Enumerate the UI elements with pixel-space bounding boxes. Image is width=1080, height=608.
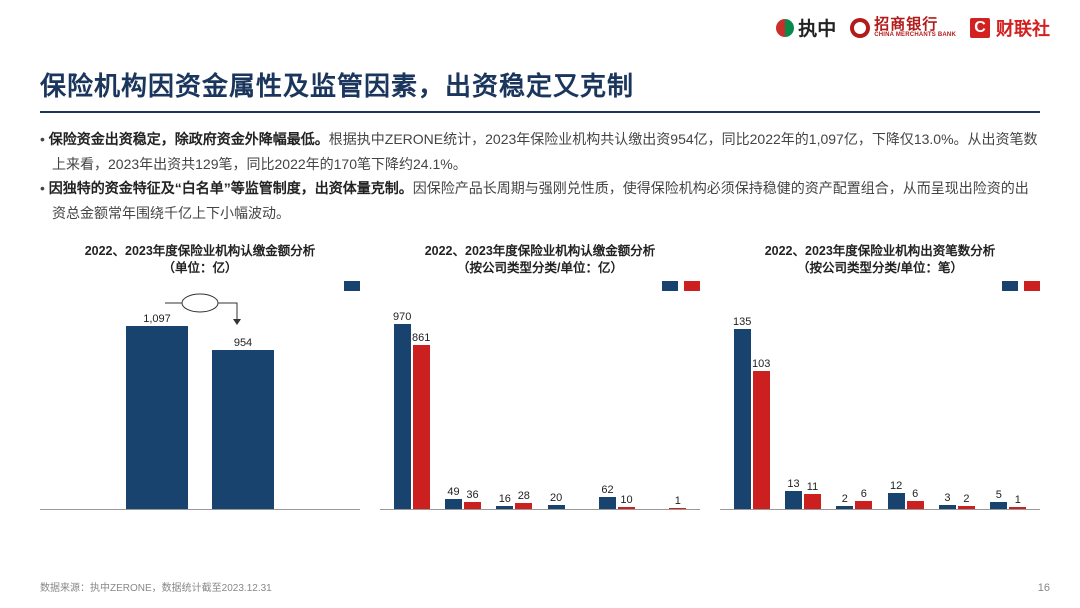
bar: 28: [515, 503, 532, 508]
bar: 970: [394, 324, 411, 509]
chart-1-plot: 1,097 954: [40, 295, 360, 510]
bar: 1: [669, 508, 686, 509]
bar-label: 861: [412, 332, 430, 345]
bullet-2: • 因独特的资金特征及“白名单”等监管制度，出资体量克制。因保险产品长周期与强刚…: [40, 176, 1040, 225]
bar-group: 51: [983, 502, 1034, 509]
cls-c-icon: C: [970, 18, 990, 38]
bar-group: 135103: [726, 329, 777, 509]
bar-group: 1: [643, 508, 694, 509]
title-rule: [40, 111, 1040, 113]
bar: 103: [753, 371, 770, 508]
cmb-en: CHINA MERCHANTS BANK: [874, 32, 956, 38]
bar: 1,097: [126, 326, 188, 509]
zhizhong-text: 执中: [798, 14, 836, 41]
logo-bar: 执中 招商银行 CHINA MERCHANTS BANK C 财联社: [776, 14, 1050, 41]
page-number: 16: [1038, 582, 1050, 594]
bar: 20: [548, 505, 565, 509]
bar-label: 6: [861, 488, 867, 501]
charts-row: 2022、2023年度保险业机构认缴金额分析 （单位：亿） 1,097 954 2…: [40, 243, 1040, 510]
bar-label: 970: [393, 311, 411, 324]
legend-swatch-b: [1024, 281, 1040, 291]
bar: 3: [939, 505, 956, 509]
bar: 36: [464, 502, 481, 509]
bar-group: 1311: [777, 491, 828, 508]
bar-label: 2: [963, 493, 969, 506]
chart-2-plot: 970861493616282062101: [380, 295, 700, 510]
bar-label: 954: [234, 337, 252, 350]
bar: 11: [804, 494, 821, 509]
bar: 16: [496, 506, 513, 509]
bar-label: 20: [550, 492, 562, 505]
bar-label: 28: [518, 490, 530, 503]
bar-group: 32: [931, 505, 982, 509]
bar: 5: [990, 502, 1007, 509]
bar-group: 126: [880, 493, 931, 509]
legend-swatch-a: [662, 281, 678, 291]
bar-label: 16: [499, 493, 511, 506]
bar: 135: [734, 329, 751, 509]
bar: 12: [888, 493, 905, 509]
chart-2-title: 2022、2023年度保险业机构认缴金额分析 （按公司类型分类/单位：亿）: [380, 243, 700, 277]
chart-3: 2022、2023年度保险业机构出资笔数分析 （按公司类型分类/单位：笔） 13…: [720, 243, 1040, 510]
bar-group: 6210: [591, 497, 642, 509]
legend-swatch-a: [1002, 281, 1018, 291]
bar-label: 2: [842, 493, 848, 506]
bar-group: 1628: [489, 503, 540, 508]
chart-1-title: 2022、2023年度保险业机构认缴金额分析 （单位：亿）: [40, 243, 360, 277]
bar: 954: [212, 350, 274, 509]
bullet-list: • 保险资金出资稳定，除政府资金外降幅最低。根据执中ZERONE统计，2023年…: [40, 127, 1040, 225]
bar: 1: [1009, 507, 1026, 508]
chart-2-legend: [380, 281, 700, 293]
bar: 861: [413, 345, 430, 509]
bar-label: 103: [752, 358, 770, 371]
legend-swatch-b: [684, 281, 700, 291]
bar-label: 1,097: [143, 313, 171, 326]
bar-label: 6: [912, 488, 918, 501]
bar-label: 1: [1015, 494, 1021, 507]
zhizhong-icon: [776, 19, 794, 37]
chart-3-title: 2022、2023年度保险业机构出资笔数分析 （按公司类型分类/单位：笔）: [720, 243, 1040, 277]
bar-label: 13: [787, 478, 799, 491]
bar-label: 135: [733, 316, 751, 329]
bar-group: 4936: [437, 499, 488, 508]
logo-zhizhong: 执中: [776, 14, 836, 41]
bar-group: 20: [540, 505, 591, 509]
cls-text: 财联社: [996, 15, 1050, 41]
chart-3-legend: [720, 281, 1040, 293]
bar-label: 49: [447, 486, 459, 499]
logo-cls: C 财联社: [970, 15, 1050, 41]
bar: 13: [785, 491, 802, 508]
bar: 49: [445, 499, 462, 508]
bar-group: 26: [829, 501, 880, 509]
bar-label: 36: [466, 489, 478, 502]
bar: 6: [855, 501, 872, 509]
logo-cmb: 招商银行 CHINA MERCHANTS BANK: [850, 17, 956, 38]
bar-label: 12: [890, 480, 902, 493]
legend-swatch: [344, 281, 360, 291]
bar: 2: [836, 506, 853, 509]
cmb-icon: [850, 18, 870, 38]
bar-label: 11: [807, 481, 818, 494]
bullet-1: • 保险资金出资稳定，除政府资金外降幅最低。根据执中ZERONE统计，2023年…: [40, 127, 1040, 176]
bar: 2: [958, 506, 975, 509]
cmb-cn: 招商银行: [874, 17, 956, 32]
footer-source: 数据来源：执中ZERONE，数据统计截至2023.12.31: [40, 579, 272, 594]
chart-1: 2022、2023年度保险业机构认缴金额分析 （单位：亿） 1,097 954: [40, 243, 360, 510]
bar: 10: [618, 507, 635, 509]
chart-3-plot: 1351031311261263251: [720, 295, 1040, 510]
bar-label: 5: [996, 489, 1002, 502]
bar: 62: [599, 497, 616, 509]
bar-label: 10: [620, 494, 632, 507]
bar: 6: [907, 501, 924, 509]
page-title: 保险机构因资金属性及监管因素，出资稳定又克制: [40, 66, 1040, 103]
chart-2: 2022、2023年度保险业机构认缴金额分析 （按公司类型分类/单位：亿） 97…: [380, 243, 700, 510]
bar-label: 3: [944, 492, 950, 505]
bar-group: 970861: [386, 324, 437, 509]
bar-label: 1: [675, 495, 681, 508]
slide: 执中 招商银行 CHINA MERCHANTS BANK C 财联社 保险机构因…: [0, 0, 1080, 608]
bar-label: 62: [601, 484, 613, 497]
